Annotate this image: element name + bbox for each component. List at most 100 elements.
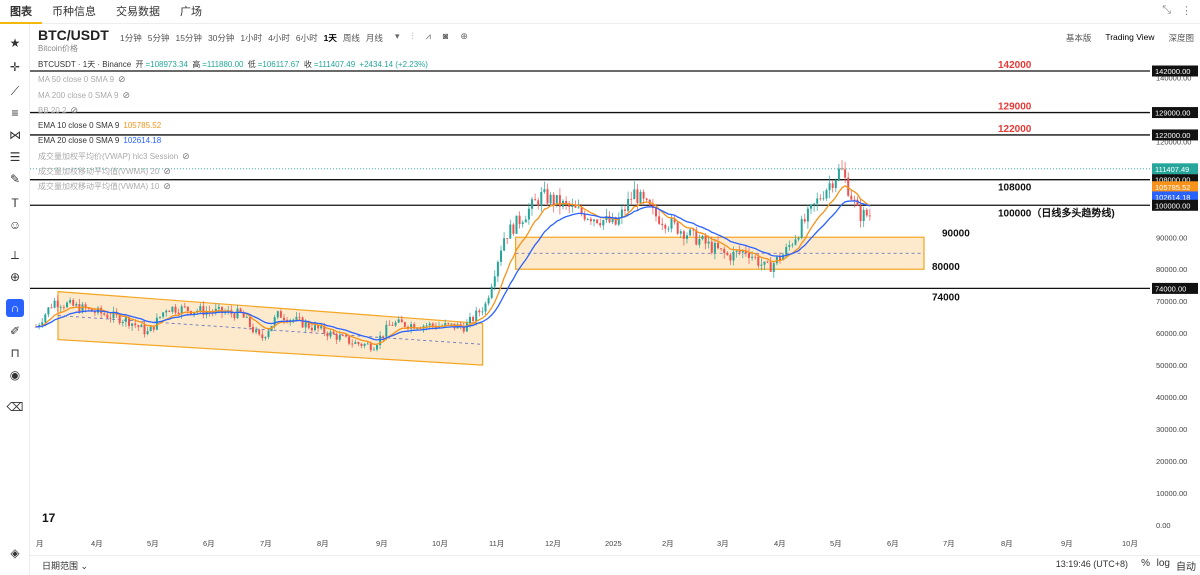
candle-body bbox=[283, 317, 285, 320]
indicator-row[interactable]: BB 20 2 ⊘ bbox=[38, 103, 430, 118]
ema20-line bbox=[35, 200, 871, 341]
hidden-eye-icon[interactable]: ⊘ bbox=[122, 89, 131, 100]
candle-body bbox=[363, 343, 366, 346]
clock[interactable]: 13:19:46 (UTC+8) bbox=[1055, 559, 1128, 569]
interval-30m[interactable]: 30分钟 bbox=[207, 33, 235, 43]
fib-icon[interactable]: ☰ bbox=[9, 150, 21, 164]
interval-1d[interactable]: 1天 bbox=[323, 33, 337, 43]
tab-coin-info[interactable]: 币种信息 bbox=[52, 5, 96, 18]
ruler-icon[interactable]: ⟂ bbox=[10, 248, 19, 262]
bottom-bar: 日期范围 ⌄ 13:19:46 (UTC+8) % log 自动 bbox=[30, 555, 1200, 575]
more-icon[interactable]: ⋮ bbox=[1181, 5, 1192, 17]
candle-body bbox=[276, 311, 279, 318]
candle-body bbox=[788, 245, 791, 248]
interval-5m[interactable]: 5分钟 bbox=[147, 33, 170, 43]
tab-chart[interactable]: 图表 bbox=[0, 0, 42, 24]
log-toggle[interactable]: log bbox=[1156, 558, 1170, 569]
price-chart[interactable]: 140000.00130000.00120000.00110000.001000… bbox=[30, 54, 1200, 555]
interval-15m[interactable]: 15分钟 bbox=[175, 33, 202, 43]
emoji-icon[interactable]: ☺ bbox=[8, 218, 22, 232]
horizontal-lines-icon[interactable]: ≡ bbox=[11, 106, 19, 120]
candle-body bbox=[583, 213, 586, 220]
pair-title[interactable]: BTC/USDT bbox=[38, 27, 109, 43]
candle-body bbox=[338, 335, 341, 340]
price-badge bbox=[1152, 129, 1198, 141]
brush-icon[interactable]: ✎ bbox=[9, 172, 21, 186]
indicator-row[interactable]: MA 50 close 0 SMA 9 ⊘ bbox=[38, 72, 430, 87]
candle-body bbox=[549, 194, 552, 204]
magnet-icon[interactable]: ∩ bbox=[6, 299, 24, 317]
price-axis[interactable]: 140000.00130000.00120000.00110000.001000… bbox=[1150, 54, 1200, 555]
candle-body bbox=[574, 205, 577, 208]
candle-body bbox=[856, 199, 859, 206]
time-tick-label: 4月 bbox=[774, 539, 786, 548]
time-tick-label: 2025 bbox=[605, 539, 622, 548]
price-tick-label: 70000.00 bbox=[1156, 297, 1187, 306]
candle-body bbox=[772, 263, 775, 272]
add-icon[interactable]: ⊕ bbox=[460, 31, 468, 41]
indicator-label: BB 20 2 bbox=[38, 105, 67, 115]
tab-trading-data[interactable]: 交易数据 bbox=[116, 5, 160, 18]
eye-icon[interactable]: ◉ bbox=[9, 368, 21, 382]
zoom-icon[interactable]: ⊕ bbox=[9, 270, 21, 284]
auto-toggle[interactable]: 自动 bbox=[1176, 562, 1196, 573]
interval-1w[interactable]: 周线 bbox=[342, 33, 360, 43]
candle-body bbox=[301, 317, 304, 328]
candle-body bbox=[794, 239, 797, 245]
hidden-eye-icon[interactable]: ⊘ bbox=[70, 104, 79, 115]
candle-body bbox=[537, 200, 540, 206]
layers-icon[interactable]: ◈ bbox=[10, 546, 20, 560]
time-tick-label: 10月 bbox=[432, 539, 448, 548]
indicator-row[interactable]: 成交量加权移动平均值(VWMA) 20 ⊘ bbox=[38, 164, 430, 179]
pattern-icon[interactable]: ⋈ bbox=[9, 128, 21, 142]
star-icon[interactable]: ★ bbox=[9, 36, 21, 50]
dropdown-icon[interactable]: ▾ bbox=[395, 31, 400, 41]
interval-4h[interactable]: 4小时 bbox=[268, 33, 290, 43]
interval-1h[interactable]: 1小时 bbox=[240, 33, 263, 43]
view-depth[interactable]: 深度图 bbox=[1168, 33, 1194, 43]
lock-icon[interactable]: ⊓ bbox=[10, 346, 20, 360]
date-range-button[interactable]: 日期范围 ⌄ bbox=[42, 561, 89, 571]
hidden-eye-icon[interactable]: ⊘ bbox=[163, 166, 171, 177]
collapse-icon[interactable]: ⤡ bbox=[1162, 4, 1171, 16]
indicator-row[interactable]: 成交量加权平均价(VWAP) hlc3 Session ⊘ bbox=[38, 149, 430, 164]
candle-body bbox=[372, 349, 375, 351]
indicator-row[interactable]: EMA 20 close 0 SMA 9 102614.18 bbox=[38, 133, 430, 148]
candle-body bbox=[531, 199, 533, 209]
trash-icon[interactable]: ⌫ bbox=[6, 400, 24, 414]
text-icon[interactable]: T bbox=[11, 196, 19, 210]
candle-body bbox=[419, 328, 422, 330]
hidden-eye-icon[interactable]: ⊘ bbox=[118, 74, 126, 85]
trend-line-icon[interactable]: ⟋ bbox=[10, 84, 20, 98]
interval-1mo[interactable]: 月线 bbox=[365, 33, 383, 43]
percent-toggle[interactable]: % bbox=[1141, 558, 1150, 569]
tab-square[interactable]: 广场 bbox=[180, 5, 202, 18]
channel-midline bbox=[57, 315, 483, 345]
candle-body bbox=[543, 189, 546, 192]
indicator-row[interactable]: MA 200 close 0 SMA 9 ⊘ bbox=[38, 88, 430, 103]
hidden-eye-icon[interactable]: ⊘ bbox=[163, 181, 171, 192]
candle-body bbox=[713, 242, 716, 253]
candle-body bbox=[695, 229, 698, 245]
interval-1m[interactable]: 1分钟 bbox=[120, 33, 142, 43]
lock-drawing-icon[interactable]: ✐ bbox=[9, 324, 21, 338]
indicator-row[interactable]: 成交量加权移动平均值(VWMA) 10 ⊘ bbox=[38, 179, 430, 194]
interval-6h[interactable]: 6小时 bbox=[295, 33, 318, 43]
candle-body bbox=[400, 319, 403, 323]
indicators-icon[interactable]: ⩘ bbox=[425, 31, 431, 41]
hidden-eye-icon[interactable]: ⊘ bbox=[182, 150, 190, 161]
candle-body bbox=[314, 325, 316, 331]
indicator-row[interactable]: EMA 10 close 0 SMA 9 105785.52 bbox=[38, 118, 430, 133]
candle-body bbox=[515, 215, 518, 234]
candle-body bbox=[341, 335, 344, 337]
view-tradingview[interactable]: Trading View bbox=[1105, 32, 1155, 42]
time-axis[interactable]: 月 4月 5月 6月 7月 8月 9月 10月 11月 12月 2025 2月 3月 4月 5月 6月 7月 8月… bbox=[36, 539, 1138, 548]
crosshair-icon[interactable]: ✛ bbox=[9, 60, 21, 74]
camera-icon[interactable]: ◙ bbox=[442, 31, 449, 41]
time-tick-label: 6月 bbox=[887, 539, 899, 548]
candle-type-icon[interactable]: ⫶ bbox=[411, 31, 414, 41]
view-basic[interactable]: 基本版 bbox=[1065, 33, 1092, 43]
candle-body bbox=[800, 219, 803, 238]
low-value: =106117.67 bbox=[257, 60, 300, 69]
candle-body bbox=[757, 256, 760, 266]
